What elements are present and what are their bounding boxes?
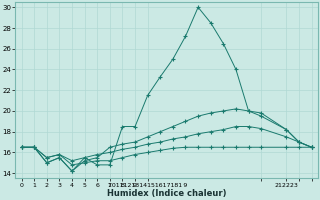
X-axis label: Humidex (Indice chaleur): Humidex (Indice chaleur)	[107, 189, 226, 198]
